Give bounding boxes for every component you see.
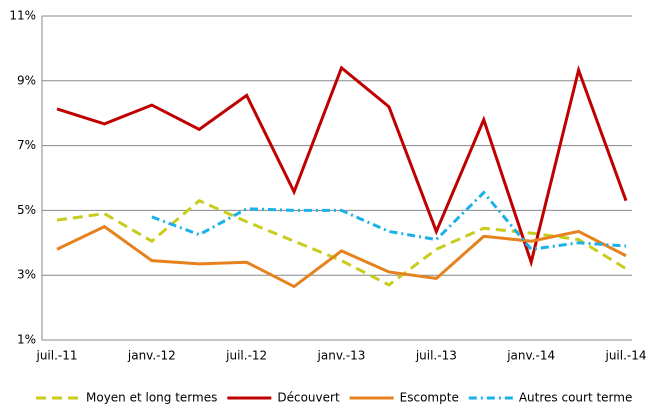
x-tick-label: juil.-14 <box>604 349 646 363</box>
y-tick-label: 7% <box>17 138 36 152</box>
y-tick-label: 5% <box>17 203 36 217</box>
line-series <box>151 190 627 251</box>
y-tick-label: 3% <box>17 268 36 282</box>
x-tick-label: janv.-14 <box>506 349 555 363</box>
legend-label: Autres court terme <box>519 391 633 405</box>
x-tick-label: juil.-13 <box>415 349 457 363</box>
x-tick-label: juil.-11 <box>35 349 77 363</box>
line-series <box>56 198 627 287</box>
legend-label: Escompte <box>400 391 459 405</box>
line-series <box>56 224 627 289</box>
x-tick-label: janv.-13 <box>317 349 366 363</box>
line-series <box>56 64 628 268</box>
x-tick-label: janv.-12 <box>127 349 176 363</box>
legend-label: Découvert <box>277 391 340 405</box>
y-tick-label: 11% <box>9 9 36 23</box>
legend-label: Moyen et long termes <box>86 391 217 405</box>
x-tick-label: juil.-12 <box>225 349 267 363</box>
y-tick-label: 9% <box>17 73 36 87</box>
y-tick-label: 1% <box>17 333 36 347</box>
